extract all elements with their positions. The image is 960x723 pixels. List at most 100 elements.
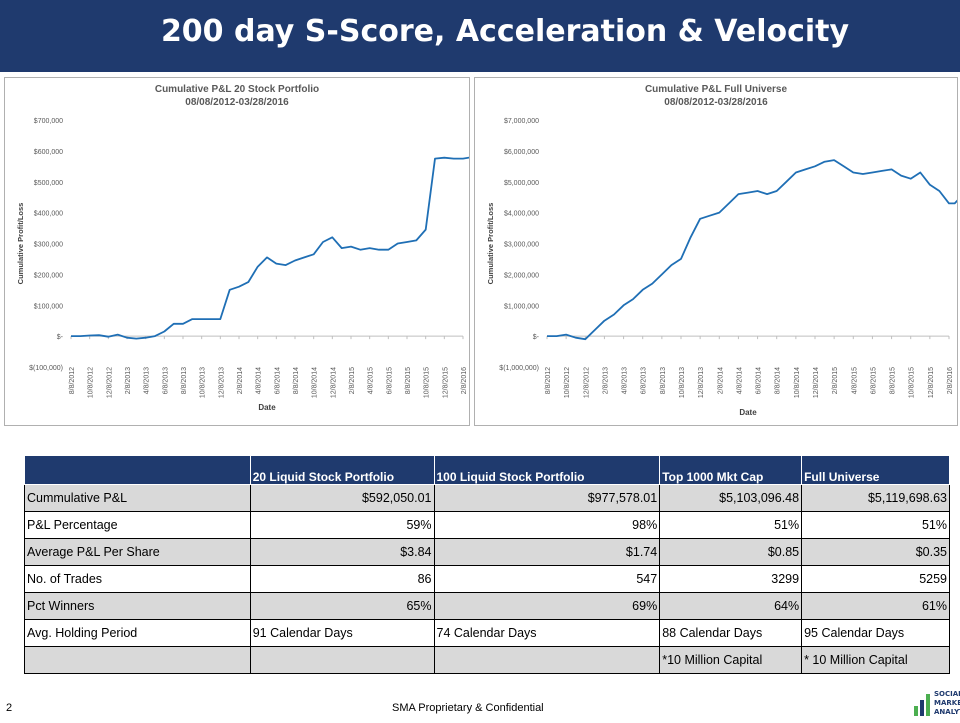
x-tick-label: 8/8/2012: [545, 367, 552, 394]
table-row: No. of Trades 86 547 3299 5259: [24, 565, 950, 593]
table-cell-label: Pct Winners: [24, 592, 251, 620]
x-tick-label: 4/8/2013: [622, 367, 629, 394]
page-title: 200 day S-Score, Acceleration & Velocity: [160, 14, 850, 49]
table-cell: 95 Calendar Days: [801, 619, 950, 647]
x-tick-label: 8/8/2014: [775, 367, 782, 394]
table-cell: * 10 Million Capital: [801, 646, 950, 674]
x-axis-label: Date: [258, 403, 276, 412]
x-tick-label: 12/8/2014: [330, 367, 337, 398]
y-tick-label: $-: [533, 334, 540, 341]
table-cell: $5,103,096.48: [659, 484, 803, 512]
series-line: [71, 156, 469, 340]
x-tick-label: 8/8/2015: [890, 367, 897, 394]
table-cell-label: Avg. Holding Period: [24, 619, 251, 647]
x-tick-label: 6/8/2013: [162, 367, 169, 394]
x-tick-label: 4/8/2015: [368, 367, 375, 394]
x-tick-label: 10/8/2013: [200, 367, 207, 398]
x-tick-label: 12/8/2013: [218, 367, 225, 398]
x-tick-label: 10/8/2014: [794, 367, 801, 398]
x-tick-label: 6/8/2013: [641, 367, 648, 394]
title-bar: 200 day S-Score, Acceleration & Velocity: [0, 0, 960, 72]
table-cell-label: Average P&L Per Share: [24, 538, 251, 566]
table-cell: 69%: [433, 592, 661, 620]
table-header-cell: 20 Liquid Stock Portfolio: [249, 455, 435, 485]
y-tick-label: $2,000,000: [504, 272, 539, 279]
table-cell: 74 Calendar Days: [433, 619, 661, 647]
table-header-cell: Top 1000 Mkt Cap: [659, 455, 803, 485]
chart-title: Cumulative P&L Full Universe: [645, 84, 788, 95]
table-cell: 91 Calendar Days: [249, 619, 435, 647]
x-tick-label: 6/8/2014: [274, 367, 281, 394]
chart-full-universe-svg: Cumulative P&L Full Universe 08/08/2012-0…: [486, 84, 957, 417]
chart-20-stock-svg: Cumulative P&L 20 Stock Portfolio 08/08/2…: [16, 84, 469, 412]
x-tick-label: 2/8/2014: [237, 367, 244, 394]
y-tick-label: $7,000,000: [504, 118, 539, 125]
x-tick-label: 2/8/2013: [125, 367, 132, 394]
table-cell: [433, 646, 661, 674]
x-axis-label: Date: [739, 408, 757, 417]
performance-table: 20 Liquid Stock Portfolio 100 Liquid Sto…: [24, 455, 950, 674]
table-cell: 3299: [659, 565, 803, 593]
x-tick-label: 12/8/2015: [928, 367, 935, 398]
table-cell-label: No. of Trades: [24, 565, 251, 593]
table-cell: 88 Calendar Days: [659, 619, 803, 647]
y-tick-label: $600,000: [34, 149, 63, 156]
chart-subtitle: 08/08/2012-03/28/2016: [664, 97, 768, 108]
x-tick-label: 12/8/2015: [442, 367, 449, 398]
y-axis-label: Cumulative Profit/Loss: [486, 203, 495, 285]
table-header-cell: Full Universe: [801, 455, 950, 485]
x-tick-label: 10/8/2013: [679, 367, 686, 398]
y-tick-label: $4,000,000: [504, 211, 539, 218]
x-tick-label: 8/8/2015: [405, 367, 412, 394]
series-line: [547, 159, 957, 341]
table-row: P&L Percentage 59% 98% 51% 51%: [24, 511, 950, 539]
table-cell: 547: [433, 565, 661, 593]
x-tick-label: 8/8/2013: [181, 367, 188, 394]
y-tick-label: $400,000: [34, 211, 63, 218]
x-tick-label: 8/8/2013: [660, 367, 667, 394]
table-cell: $977,578.01: [433, 484, 661, 512]
x-tick-label: 4/8/2015: [851, 367, 858, 394]
table-cell: $0.85: [659, 538, 803, 566]
x-tick-label: 2/8/2013: [602, 367, 609, 394]
table-row: *10 Million Capital * 10 Million Capital: [24, 646, 950, 674]
logo-line: MARKET: [934, 699, 960, 707]
table-header-row: 20 Liquid Stock Portfolio 100 Liquid Sto…: [24, 455, 950, 485]
x-tick-label: 10/8/2015: [909, 367, 916, 398]
y-tick-label: $3,000,000: [504, 242, 539, 249]
x-tick-label: 6/8/2015: [386, 367, 393, 394]
table-cell: 51%: [659, 511, 803, 539]
table-cell: $592,050.01: [249, 484, 435, 512]
y-tick-label: $500,000: [34, 180, 63, 187]
table-cell: 98%: [433, 511, 661, 539]
table-cell-label: [24, 646, 251, 674]
table-row: Cummulative P&L $592,050.01 $977,578.01 …: [24, 484, 950, 512]
table-cell: 59%: [249, 511, 435, 539]
y-tick-label: $1,000,000: [504, 303, 539, 310]
x-tick-label: 2/8/2014: [717, 367, 724, 394]
table-cell: 5259: [801, 565, 950, 593]
table-cell: 86: [249, 565, 435, 593]
table-cell: 65%: [249, 592, 435, 620]
x-tick-label: 10/8/2012: [564, 367, 571, 398]
y-tick-label: $5,000,000: [504, 180, 539, 187]
table-cell: $0.35: [801, 538, 950, 566]
x-tick-label: 6/8/2015: [870, 367, 877, 394]
chart-title: Cumulative P&L 20 Stock Portfolio: [155, 84, 319, 95]
table-row: Pct Winners 65% 69% 64% 61%: [24, 592, 950, 620]
x-tick-label: 12/8/2013: [698, 367, 705, 398]
company-logo: SOCIAL MARKET ANALYTICS: [912, 690, 960, 718]
table-cell: [249, 646, 435, 674]
y-tick-label: $100,000: [34, 303, 63, 310]
x-tick-label: 12/8/2014: [813, 367, 820, 398]
table-header-cell: 100 Liquid Stock Portfolio: [433, 455, 661, 485]
page-number: 2: [6, 702, 13, 714]
x-tick-label: 10/8/2012: [88, 367, 95, 398]
y-tick-label: $(1,000,000): [499, 365, 539, 372]
y-tick-label: $200,000: [34, 272, 63, 279]
x-tick-label: 4/8/2014: [736, 367, 743, 394]
table-cell-label: Cummulative P&L: [24, 484, 251, 512]
table-cell: $1.74: [433, 538, 661, 566]
y-tick-label: $700,000: [34, 118, 63, 125]
x-tick-label: 8/8/2014: [293, 367, 300, 394]
